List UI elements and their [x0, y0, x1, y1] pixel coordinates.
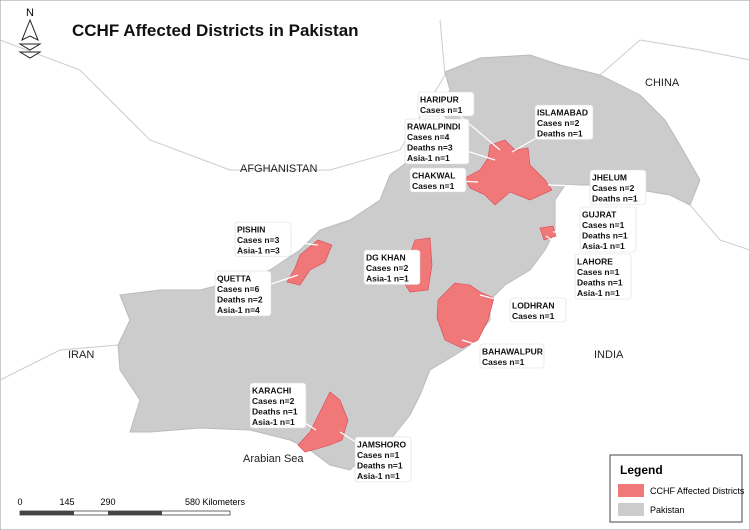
district-name: PISHIN	[237, 225, 265, 235]
district-stat: Asia-1 n=1	[357, 471, 400, 481]
place-label: INDIA	[594, 349, 624, 361]
callout-box	[574, 253, 632, 300]
callout-box	[249, 382, 307, 429]
legend-label: CCHF Affected Districts	[650, 486, 745, 496]
north-icon	[18, 18, 42, 59]
callout-box	[509, 297, 567, 323]
district-name: LAHORE	[577, 257, 613, 267]
district-name: QUETTA	[217, 274, 251, 284]
district-stat: Asia-1 n=1	[582, 241, 625, 251]
district-name: JHELUM	[592, 173, 627, 183]
callout-box	[409, 167, 467, 193]
district-name: GUJRAT	[582, 210, 617, 220]
district-stat: Cases n=2	[537, 118, 580, 128]
district-stat: Deaths n=1	[592, 194, 638, 204]
affected-districts	[286, 139, 557, 453]
district-stat: Deaths n=1	[582, 231, 628, 241]
north-arrow: N	[18, 7, 42, 59]
district-name: RAWALPINDI	[407, 122, 460, 132]
district-stat: Deaths n=1	[577, 278, 623, 288]
district-stat: Deaths n=1	[537, 129, 583, 139]
scale-label: 0	[17, 497, 22, 507]
district-stat: Cases n=1	[577, 267, 620, 277]
district-stat: Asia-1 n=1	[407, 153, 450, 163]
district-stat: Asia-1 n=1	[366, 274, 409, 284]
district-stat: Asia-1 n=1	[577, 288, 620, 298]
district-name: LODHRAN	[512, 301, 555, 311]
district-stat: Cases n=1	[412, 181, 455, 191]
legend-label: Pakistan	[650, 505, 685, 515]
district-stat: Cases n=1	[582, 220, 625, 230]
legend-swatch	[618, 484, 644, 497]
callout-box	[404, 118, 470, 165]
legend: Legend CCHF Affected Districts Pakistan	[609, 454, 745, 523]
place-label: IRAN	[68, 349, 94, 361]
legend-title: Legend	[620, 463, 663, 477]
scale-label: 145	[59, 497, 74, 507]
district-name: BAHAWALPUR	[482, 347, 543, 357]
scale-bar-segment	[20, 511, 74, 515]
district-stat: Cases n=1	[420, 105, 463, 115]
callout-box	[354, 436, 412, 483]
district-stat: Deaths n=2	[217, 295, 263, 305]
callout-box	[214, 270, 272, 317]
district-stat: Deaths n=3	[407, 143, 453, 153]
district-stat: Cases n=4	[407, 132, 450, 142]
district-stat: Cases n=2	[592, 183, 635, 193]
callout-box	[234, 221, 292, 257]
district-stat: Cases n=2	[366, 263, 409, 273]
borders	[0, 19, 750, 381]
district-stat: Deaths n=1	[252, 407, 298, 417]
district-stat: Deaths n=1	[357, 461, 403, 471]
legend-swatch	[618, 503, 644, 516]
title: CCHF Affected Districts in Pakistan	[72, 21, 359, 40]
callout-box	[417, 91, 475, 117]
district-stat: Cases n=6	[217, 284, 260, 294]
callout-box	[479, 343, 545, 369]
callout-box	[534, 104, 594, 140]
district-name: CHAKWAL	[412, 171, 455, 181]
place-label: CHINA	[645, 77, 680, 89]
district-stat: Cases n=1	[357, 450, 400, 460]
place-label: AFGHANISTAN	[240, 163, 317, 175]
district-name: HARIPUR	[420, 95, 459, 105]
scale-bar-segment	[108, 511, 162, 515]
scale-bar	[19, 510, 231, 516]
district-stat: Asia-1 n=4	[217, 305, 260, 315]
callout-box	[579, 206, 637, 253]
north-label: N	[26, 7, 34, 19]
district-stat: Asia-1 n=3	[237, 246, 280, 256]
district-stat: Cases n=1	[482, 357, 525, 367]
district-name: JAMSHORO	[357, 440, 407, 450]
district-stat: Asia-1 n=1	[252, 417, 295, 427]
scale-label: 290	[100, 497, 115, 507]
district-stat: Cases n=2	[252, 396, 295, 406]
callout-box	[363, 249, 421, 285]
scale-label: 580 Kilometers	[185, 497, 246, 507]
district-name: DG KHAN	[366, 253, 406, 263]
callout-box	[589, 169, 647, 205]
district-stat: Cases n=1	[512, 311, 555, 321]
place-label: Arabian Sea	[243, 453, 304, 465]
district-stat: Cases n=3	[237, 235, 280, 245]
district-name: ISLAMABAD	[537, 108, 588, 118]
district-name: KARACHI	[252, 386, 291, 396]
